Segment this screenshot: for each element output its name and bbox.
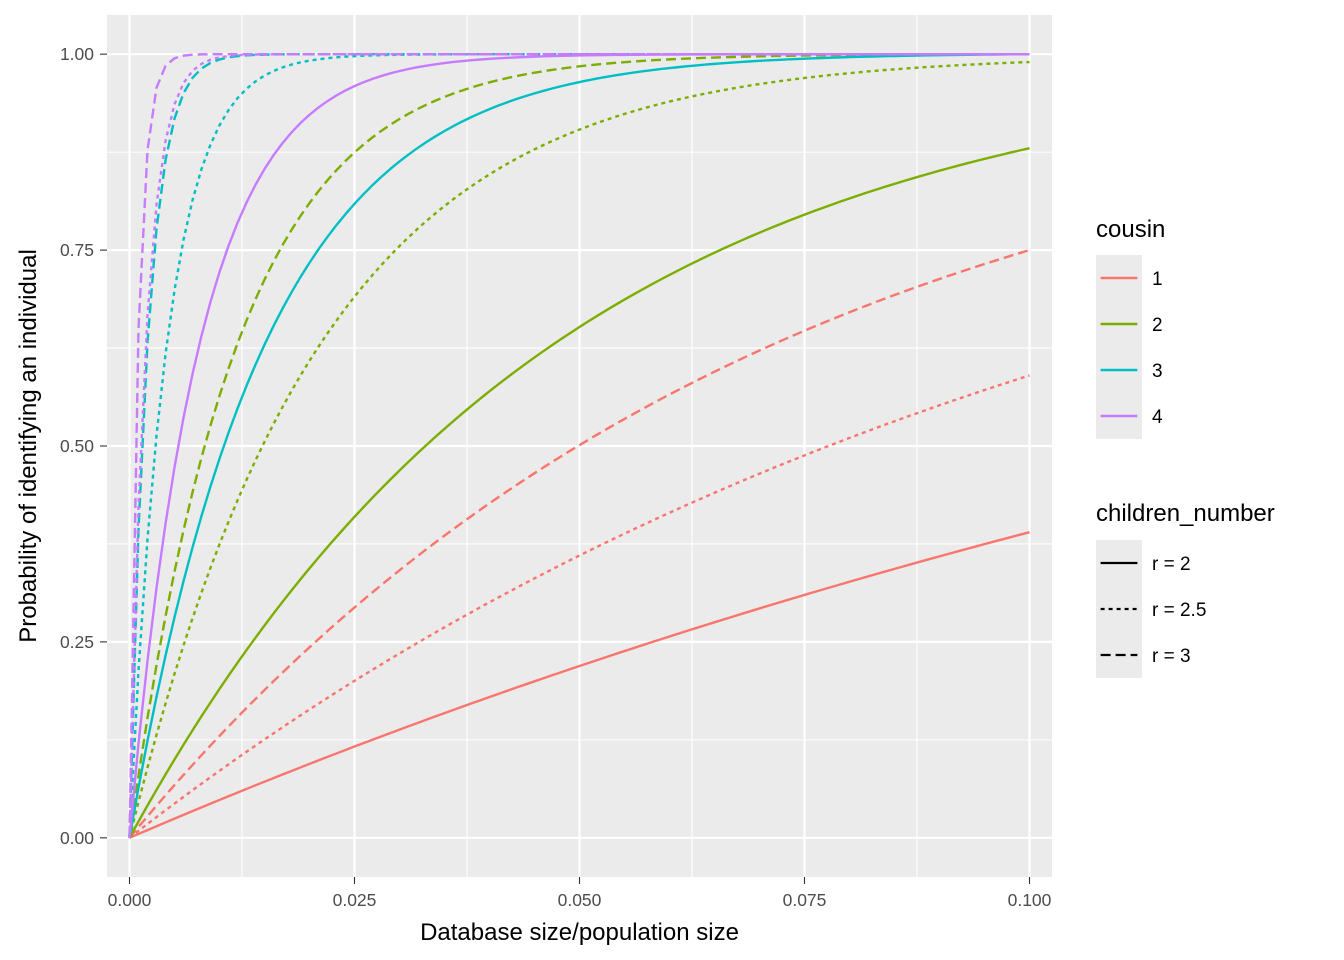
x-axis-title: Database size/population size bbox=[420, 919, 739, 946]
legend-label-linetype-1: r = 2 bbox=[1152, 554, 1191, 575]
y-tick-label: 0.25 bbox=[60, 632, 94, 652]
legend-cousin-title: cousin bbox=[1096, 216, 1165, 243]
y-tick-label: 1.00 bbox=[60, 44, 94, 64]
legend-label-linetype-3: r = 3 bbox=[1152, 646, 1191, 667]
series-line-cousin-1-3 bbox=[128, 248, 1030, 839]
series-line-cousin-1-2 bbox=[129, 531, 1030, 839]
legend-label-cousin-2: 2 bbox=[1152, 315, 1163, 336]
x-tick-label: 0.000 bbox=[108, 890, 152, 910]
y-axis: 0.00 0.25 0.50 0.75 1.00 bbox=[60, 44, 107, 848]
x-tick-label: 0.075 bbox=[783, 890, 827, 910]
legend-children-number-title: children_number bbox=[1096, 500, 1275, 527]
legend-cousin: cousin 1 2 3 4 bbox=[1096, 216, 1165, 439]
series-line-cousin-2-2 bbox=[128, 147, 1030, 839]
y-axis-title: Probability of identifying an individual bbox=[15, 249, 42, 643]
series-layer bbox=[128, 52, 1030, 839]
y-tick-label: 0.00 bbox=[60, 828, 94, 848]
series-line-cousin-2-2-5 bbox=[128, 60, 1030, 839]
legend-label-cousin-1: 1 bbox=[1152, 269, 1163, 290]
series-line-cousin-4-3 bbox=[128, 52, 1030, 838]
series-line-cousin-3-2 bbox=[128, 52, 1030, 839]
x-tick-label: 0.050 bbox=[558, 890, 602, 910]
x-tick-label: 0.025 bbox=[333, 890, 377, 910]
legend-children-number: children_number r = 2 r = 2.5 r = 3 bbox=[1096, 500, 1275, 678]
x-axis: 0.000 0.025 0.050 0.075 0.100 bbox=[108, 877, 1052, 910]
y-tick-label: 0.75 bbox=[60, 240, 94, 260]
legend-label-cousin-4: 4 bbox=[1152, 407, 1163, 428]
legend-label-linetype-2: r = 2.5 bbox=[1152, 600, 1206, 621]
x-tick-label: 0.100 bbox=[1008, 890, 1052, 910]
series-line-cousin-1-2-5 bbox=[128, 374, 1030, 839]
legend-label-cousin-3: 3 bbox=[1152, 361, 1163, 382]
y-tick-label: 0.50 bbox=[60, 436, 94, 456]
